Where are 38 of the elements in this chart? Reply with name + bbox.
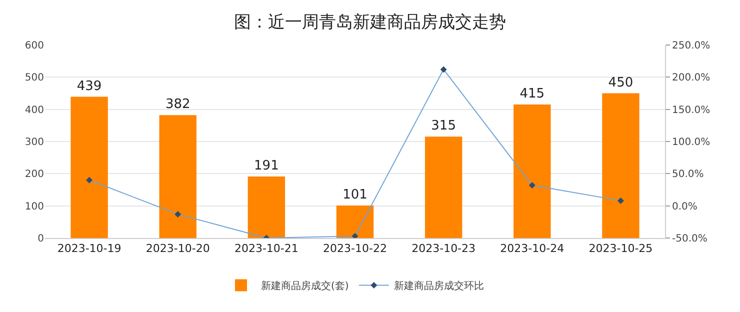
y-tick-label: 600 — [24, 40, 44, 52]
data-label: 450 — [608, 75, 634, 90]
x-tick-label: 2023-10-23 — [412, 242, 476, 256]
bar — [248, 176, 286, 238]
y-tick-label: 200 — [24, 169, 44, 180]
bar — [70, 96, 108, 238]
bar — [602, 93, 640, 238]
legend-label: 新建商品房成交(套) — [261, 280, 349, 292]
x-tick-label: 2023-10-25 — [588, 242, 653, 256]
bar — [336, 206, 374, 238]
y-tick-label: 100 — [24, 201, 44, 212]
y-tick-label: 0 — [38, 234, 44, 244]
data-label: 439 — [76, 78, 102, 94]
bar — [514, 104, 551, 238]
bar — [159, 115, 196, 238]
y-tick-label: 400 — [24, 104, 44, 116]
x-tick-label: 2023-10-24 — [500, 242, 564, 256]
data-label: 101 — [342, 188, 368, 203]
x-tick-label: 2023-10-19 — [57, 242, 122, 256]
y2-tick-label: 0.0% — [672, 201, 698, 212]
bar — [424, 136, 462, 238]
data-label: 382 — [165, 97, 190, 112]
y2-tick-label: 50.0% — [672, 169, 704, 180]
y-tick-label: 300 — [24, 137, 44, 148]
x-tick-label: 2023-10-22 — [323, 242, 387, 256]
y2-tick-label: -50.0% — [672, 234, 708, 244]
y2-tick-label: 150.0% — [672, 104, 710, 116]
data-label: 415 — [520, 86, 545, 102]
y-tick-label: 500 — [24, 72, 44, 84]
chart-title: 图：近一周青岛新建商品房成交走势 — [234, 12, 506, 32]
legend-label: 新建商品房成交环比 — [394, 280, 484, 292]
x-tick-label: 2023-10-20 — [146, 242, 210, 256]
x-tick-label: 2023-10-21 — [234, 242, 298, 256]
data-label: 191 — [254, 158, 279, 174]
data-label: 315 — [431, 118, 456, 134]
y2-tick-label: 200.0% — [672, 72, 710, 84]
y2-tick-label: 250.0% — [672, 40, 710, 52]
y2-tick-label: 100.0% — [672, 137, 710, 148]
